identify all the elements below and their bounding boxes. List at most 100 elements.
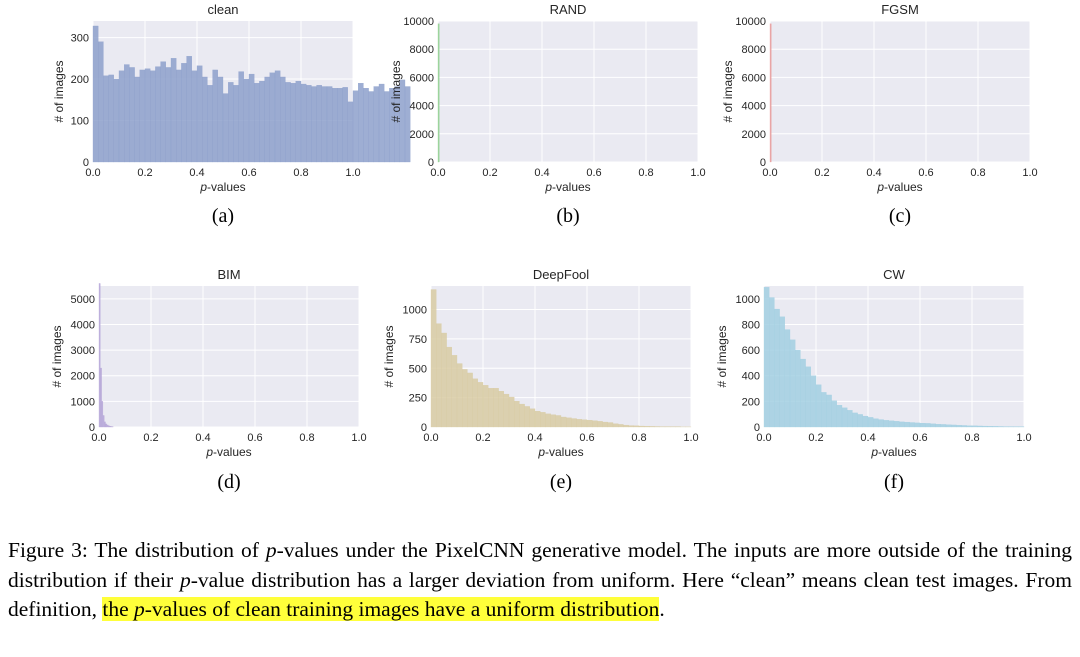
y-tick-label: 6000 [410,72,434,84]
histogram-bar [945,424,952,428]
x-tick-label: 0.0 [91,432,106,444]
x-tick-label: 0.6 [912,432,927,444]
histogram-bar [134,76,140,163]
histogram-bar [633,425,640,428]
x-tick-label: 1.0 [1016,432,1031,444]
x-axis-label-p: p [199,180,207,194]
chart-panel-2: 0.0 0.2 0.4 0.6 0.8 1.0 0 2000 4000 6000 8000 10000… [389,2,706,227]
histogram-bar [100,367,102,428]
histogram-bar [103,75,109,163]
y-tick-label: 100 [71,116,89,128]
histogram-bars [92,25,411,163]
y-axis-label: # of images [50,325,64,387]
histogram-bar [774,308,780,428]
histogram-bar [446,346,452,428]
y-tick-label: 8000 [742,44,766,56]
x-tick-label: 0.6 [918,167,933,179]
histogram-bar [170,58,177,163]
histogram-bar [930,423,936,428]
caption-p-symbol: p [265,538,277,562]
histogram-bar [363,88,369,163]
histogram-bar [106,424,109,428]
histogram-bars [769,23,772,163]
x-tick-label: 1.0 [345,167,360,179]
histogram-bar [306,85,312,163]
x-tick-label: 0.6 [247,432,262,444]
histogram-bar [857,414,863,428]
x-tick-label: 0.2 [475,432,490,444]
histogram-bar [618,424,624,428]
histogram-bar [186,56,192,163]
y-tick-label: 10000 [735,16,766,28]
histogram-bar [248,73,255,163]
caption-text-3: -value distribution has a larger deviati… [8,567,1072,622]
histogram-bar [987,426,993,428]
y-tick-label: 1000 [403,305,427,317]
histogram-bar [104,421,106,428]
histogram-bar [586,420,593,428]
histogram-bar [207,85,213,163]
histogram-bar [784,329,791,428]
histogram-bar [467,372,473,428]
histogram-bar [98,41,104,163]
histogram-bar [925,423,931,428]
histogram-bar [259,80,265,163]
x-tick-label: 1.0 [683,432,698,444]
y-tick-label: 750 [409,334,427,346]
histogram-bar [623,424,629,428]
x-axis-label-p: p [870,445,878,459]
histogram-bar [519,403,525,428]
histogram-bar [285,82,291,163]
histogram-bar [940,424,947,428]
y-tick-label: 5000 [71,294,95,306]
y-tick-label: 0 [428,157,434,169]
plot-background [438,21,698,162]
chart-title: clean [207,2,238,17]
x-axis-label-suffix: -values [545,445,584,459]
histogram-bars [430,289,692,428]
y-tick-label: 2000 [71,371,95,383]
histogram-bar [789,339,796,428]
histogram-bar [404,86,411,163]
histogram-bar [238,71,244,163]
x-tick-label: 0.4 [189,167,204,179]
x-tick-label: 1.0 [690,167,705,179]
y-tick-label: 4000 [71,319,95,331]
histogram-bar [233,85,239,163]
histogram-bar [326,86,333,163]
chart-title: RAND [550,2,587,17]
x-tick-label: 0.0 [430,167,445,179]
histogram-bar [110,426,113,428]
histogram-bar [295,80,302,163]
histogram-bars [763,287,1025,428]
histogram-bar [430,289,437,428]
histogram-bar [909,422,915,428]
caption-end: . [659,597,665,621]
chart-title: CW [883,267,905,282]
histogram-bar [378,83,385,163]
y-tick-label: 0 [421,422,427,434]
figure-panels: 0.0 0.2 0.4 0.6 0.8 1.00100200300cleanp-value… [50,2,1038,493]
histogram-bar [477,382,484,428]
histogram-bar [571,418,577,428]
histogram-bar [800,358,806,428]
histogram-bar [191,70,198,163]
histogram-bar [966,425,973,428]
y-tick-label: 8000 [410,44,434,56]
histogram-bar [176,69,182,163]
figure-caption: Figure 3: The distribution of p-values u… [8,536,1072,625]
chart-panel-5: 0.0 0.2 0.4 0.6 0.8 1.0 0 250 500 750 1000 DeepFool… [382,267,699,493]
histogram-bar [342,87,348,163]
histogram-bar [524,406,530,428]
histogram-bar [769,23,772,163]
histogram-bar [165,67,172,163]
caption-p-symbol: p [134,597,145,621]
histogram-bar [254,83,260,163]
histogram-bar [107,425,110,428]
x-axis-label-suffix: -values [207,180,246,194]
histogram-bar [472,378,478,428]
y-tick-label: 600 [742,345,760,357]
histogram-bar [566,417,572,428]
histogram-bar [914,422,921,428]
x-tick-label: 0.2 [137,167,152,179]
